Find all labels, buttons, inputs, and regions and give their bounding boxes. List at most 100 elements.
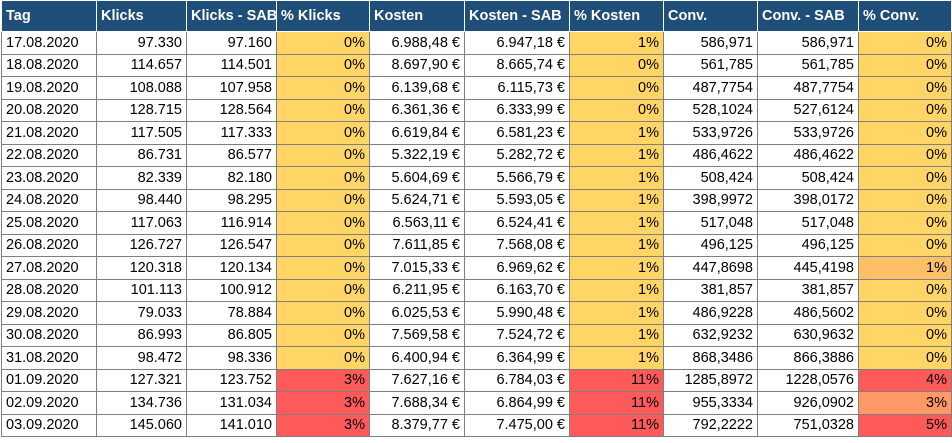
cell-klicks-sab: 131.034 bbox=[186, 391, 277, 415]
cell-klicks: 134.736 bbox=[96, 391, 187, 415]
cell-conv: 496,125 bbox=[663, 233, 758, 257]
cell-pct-kosten: 1% bbox=[569, 346, 664, 370]
cell-conv: 586,971 bbox=[663, 31, 758, 55]
cell-klicks-sab: 116.914 bbox=[186, 211, 277, 235]
cell-conv: 487,7754 bbox=[663, 76, 758, 100]
table-row: 01.09.2020 127.321 123.752 3% 7.627,16 €6.78… bbox=[1, 368, 952, 392]
cell-pct-conv: 5% bbox=[858, 413, 952, 437]
cell-klicks: 101.113 bbox=[96, 278, 187, 302]
cell-tag: 30.08.2020 bbox=[1, 323, 97, 347]
cell-pct-conv: 0% bbox=[858, 233, 952, 257]
cell-conv-sab: 926,0902 bbox=[757, 391, 859, 415]
cell-conv-sab: 486,5602 bbox=[757, 301, 859, 325]
column-header-pct-conv: % Conv. bbox=[858, 0, 952, 32]
column-header-conv-sab: Conv. - SAB bbox=[757, 0, 859, 32]
cell-kosten: 6.211,95 € bbox=[369, 278, 465, 302]
column-header-kosten: Kosten bbox=[369, 0, 465, 32]
cell-klicks: 86.993 bbox=[96, 323, 187, 347]
cell-pct-kosten: 11% bbox=[569, 391, 664, 415]
cell-pct-conv: 4% bbox=[858, 368, 952, 392]
cell-tag: 02.09.2020 bbox=[1, 391, 97, 415]
cell-pct-conv: 0% bbox=[858, 346, 952, 370]
column-header-pct-kosten: % Kosten bbox=[569, 0, 664, 32]
cell-pct-conv: 0% bbox=[858, 278, 952, 302]
cell-kosten-sab: 7.568,08 € bbox=[464, 233, 570, 257]
column-header-pct-klicks: % Klicks bbox=[276, 0, 370, 32]
cell-klicks-sab: 120.134 bbox=[186, 256, 277, 280]
cell-conv-sab: 381,857 bbox=[757, 278, 859, 302]
cell-klicks: 82.339 bbox=[96, 166, 187, 190]
cell-klicks: 98.440 bbox=[96, 188, 187, 212]
cell-kosten: 7.015,33 € bbox=[369, 256, 465, 280]
cell-pct-kosten: 1% bbox=[569, 278, 664, 302]
cell-tag: 25.08.2020 bbox=[1, 211, 97, 235]
cell-tag: 27.08.2020 bbox=[1, 256, 97, 280]
column-header-kosten-sab: Kosten - SAB bbox=[464, 0, 570, 32]
cell-kosten: 5.604,69 € bbox=[369, 166, 465, 190]
table-row: 20.08.2020 128.715 128.564 0% 6.361,36 €6.33… bbox=[1, 98, 952, 122]
cell-tag: 03.09.2020 bbox=[1, 413, 97, 437]
cell-pct-kosten: 0% bbox=[569, 53, 664, 77]
cell-pct-klicks: 0% bbox=[276, 188, 370, 212]
cell-conv-sab: 398,0172 bbox=[757, 188, 859, 212]
cell-klicks-sab: 98.295 bbox=[186, 188, 277, 212]
cell-kosten: 6.400,94 € bbox=[369, 346, 465, 370]
cell-pct-kosten: 1% bbox=[569, 143, 664, 167]
table-row: 19.08.2020 108.088 107.958 0% 6.139,68 €6.11… bbox=[1, 76, 952, 100]
table-body: 17.08.2020 97.330 97.160 0% 6.988,48 €6.947,… bbox=[1, 31, 952, 437]
cell-klicks-sab: 117.333 bbox=[186, 121, 277, 145]
cell-conv-sab: 517,048 bbox=[757, 211, 859, 235]
cell-pct-klicks: 0% bbox=[276, 98, 370, 122]
cell-pct-conv: 0% bbox=[858, 121, 952, 145]
cell-conv-sab: 508,424 bbox=[757, 166, 859, 190]
cell-pct-klicks: 0% bbox=[276, 76, 370, 100]
table-row: 22.08.2020 86.731 86.577 0% 5.322,19 €5.282,… bbox=[1, 143, 952, 167]
cell-kosten-sab: 6.115,73 € bbox=[464, 76, 570, 100]
cell-pct-kosten: 0% bbox=[569, 76, 664, 100]
cell-kosten: 7.569,58 € bbox=[369, 323, 465, 347]
cell-kosten-sab: 5.282,72 € bbox=[464, 143, 570, 167]
cell-pct-klicks: 0% bbox=[276, 53, 370, 77]
cell-conv-sab: 487,7754 bbox=[757, 76, 859, 100]
cell-tag: 31.08.2020 bbox=[1, 346, 97, 370]
cell-pct-klicks: 3% bbox=[276, 413, 370, 437]
cell-klicks: 98.472 bbox=[96, 346, 187, 370]
cell-klicks-sab: 98.336 bbox=[186, 346, 277, 370]
cell-klicks: 145.060 bbox=[96, 413, 187, 437]
table-row: 30.08.2020 86.993 86.805 0% 7.569,58 €7.524,… bbox=[1, 323, 952, 347]
cell-pct-conv: 0% bbox=[858, 53, 952, 77]
cell-kosten-sab: 6.864,99 € bbox=[464, 391, 570, 415]
cell-pct-kosten: 1% bbox=[569, 121, 664, 145]
cell-pct-kosten: 1% bbox=[569, 31, 664, 55]
cell-kosten-sab: 6.947,18 € bbox=[464, 31, 570, 55]
cell-pct-klicks: 3% bbox=[276, 368, 370, 392]
table-row: 02.09.2020 134.736 131.034 3% 7.688,34 €6.86… bbox=[1, 391, 952, 415]
cell-klicks: 126.727 bbox=[96, 233, 187, 257]
cell-klicks: 108.088 bbox=[96, 76, 187, 100]
cell-klicks: 127.321 bbox=[96, 368, 187, 392]
table-row: 21.08.2020 117.505 117.333 0% 6.619,84 €6.58… bbox=[1, 121, 952, 145]
cell-pct-klicks: 0% bbox=[276, 346, 370, 370]
cell-pct-klicks: 0% bbox=[276, 278, 370, 302]
cell-tag: 24.08.2020 bbox=[1, 188, 97, 212]
cell-tag: 22.08.2020 bbox=[1, 143, 97, 167]
cell-conv: 486,4622 bbox=[663, 143, 758, 167]
cell-klicks: 97.330 bbox=[96, 31, 187, 55]
cell-conv: 381,857 bbox=[663, 278, 758, 302]
cell-conv: 632,9232 bbox=[663, 323, 758, 347]
cell-conv-sab: 486,4622 bbox=[757, 143, 859, 167]
cell-klicks: 79.033 bbox=[96, 301, 187, 325]
cell-kosten: 6.361,36 € bbox=[369, 98, 465, 122]
cell-conv: 528,1024 bbox=[663, 98, 758, 122]
cell-klicks-sab: 128.564 bbox=[186, 98, 277, 122]
table-row: 31.08.2020 98.472 98.336 0% 6.400,94 €6.364,… bbox=[1, 346, 952, 370]
table-row: 26.08.2020 126.727 126.547 0% 7.611,85 €7.56… bbox=[1, 233, 952, 257]
cell-klicks-sab: 114.501 bbox=[186, 53, 277, 77]
column-header-tag: Tag bbox=[1, 0, 97, 32]
cell-pct-klicks: 0% bbox=[276, 143, 370, 167]
cell-tag: 18.08.2020 bbox=[1, 53, 97, 77]
cell-klicks-sab: 123.752 bbox=[186, 368, 277, 392]
table-row: 23.08.2020 82.339 82.180 0% 5.604,69 €5.566,… bbox=[1, 166, 952, 190]
cell-conv-sab: 1228,0576 bbox=[757, 368, 859, 392]
